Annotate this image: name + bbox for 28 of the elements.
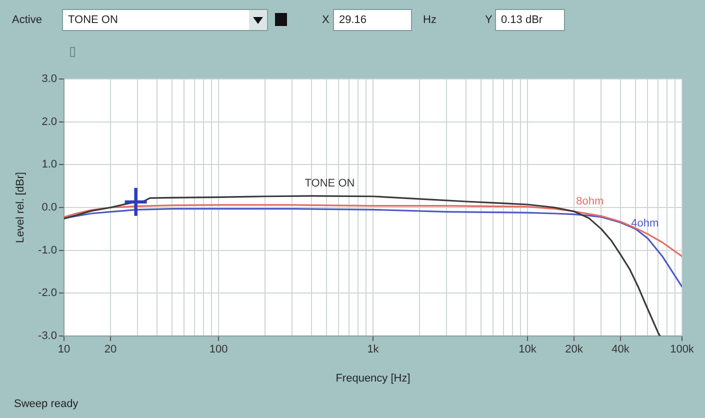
- y-tick-label: 1.0: [42, 158, 57, 171]
- x-axis-title: Frequency [Hz]: [336, 372, 410, 384]
- text: Hz: [423, 14, 436, 27]
- dropdown-field: TONE ON: [62, 9, 268, 31]
- y-tick-label: -1.0: [38, 244, 57, 256]
- y-tick-label: 3.0: [42, 73, 57, 86]
- text: Y: [485, 14, 492, 27]
- x-tick-label: 10k: [518, 344, 537, 356]
- x-tick-label: 100: [209, 344, 228, 356]
- x-tick-label: 40k: [612, 344, 630, 356]
- text-field: 0.13 dBr: [495, 9, 565, 31]
- x-tick-label: 20k: [565, 344, 584, 356]
- x-tick-label: 1k: [367, 344, 380, 356]
- x-tick-label: 10: [58, 344, 70, 356]
- y-tick-label: 0.0: [42, 202, 57, 214]
- text: Sweep ready: [14, 398, 78, 411]
- y-tick-label: 2.0: [42, 116, 57, 128]
- series-label: 4ohm: [631, 218, 659, 230]
- y-tick-label: -3.0: [38, 330, 57, 342]
- text: Active: [12, 14, 42, 27]
- x-tick-label: 100k: [670, 344, 694, 356]
- text-field: 29.16: [333, 9, 412, 31]
- y-tick-label: -2.0: [38, 287, 57, 300]
- text: X: [322, 14, 330, 27]
- y-axis-title: Level rel. [dBr]: [14, 172, 27, 243]
- series-label: TONE ON: [304, 178, 355, 190]
- series-label: 8ohm: [576, 196, 604, 208]
- x-tick-label: 20: [104, 344, 117, 356]
